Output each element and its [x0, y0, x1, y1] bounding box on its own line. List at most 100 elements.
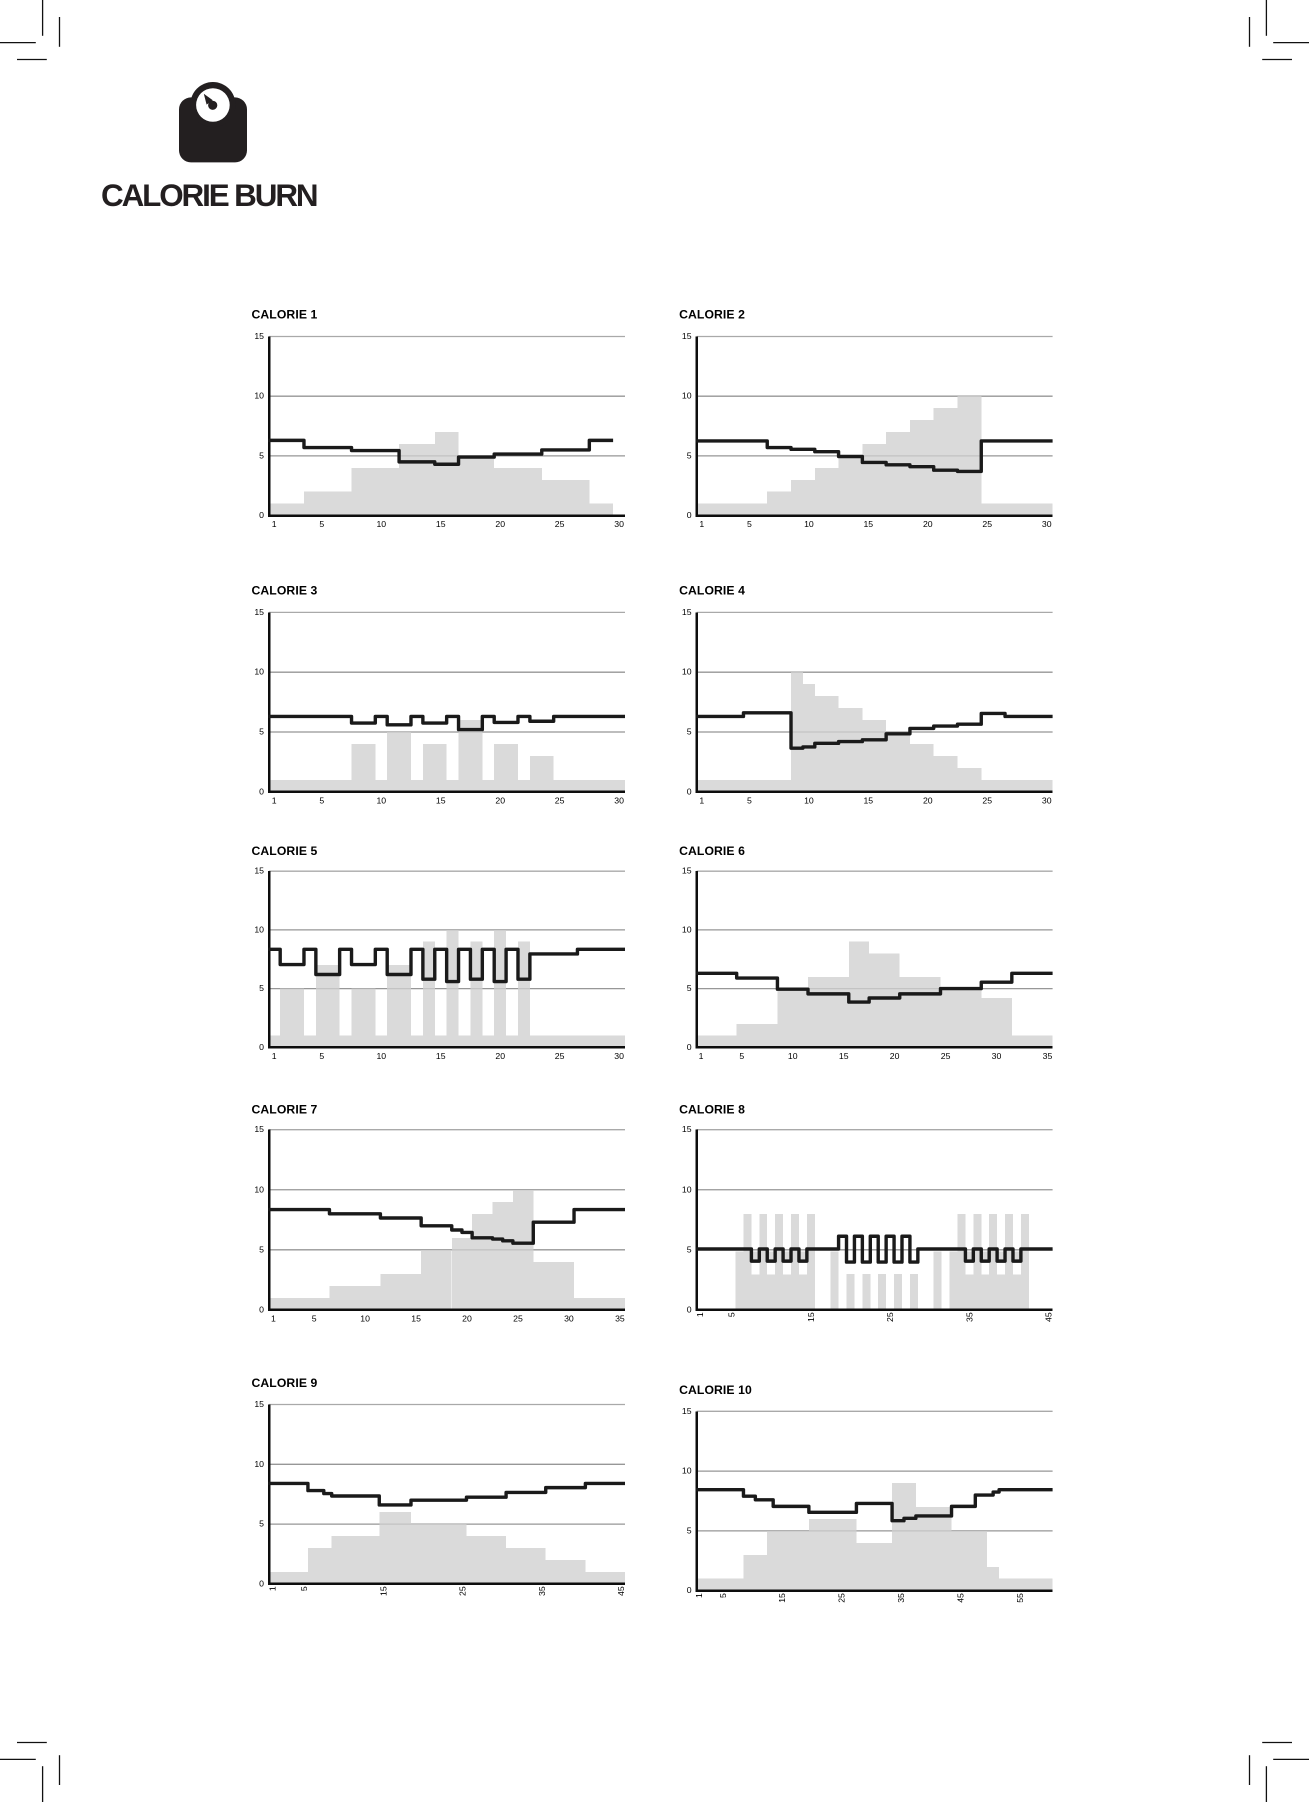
- svg-text:15: 15: [682, 1406, 692, 1416]
- svg-text:15: 15: [254, 1124, 264, 1134]
- svg-text:15: 15: [806, 1312, 816, 1322]
- svg-text:10: 10: [254, 1459, 264, 1469]
- svg-text:5: 5: [259, 727, 264, 737]
- svg-text:35: 35: [537, 1586, 547, 1596]
- svg-text:15: 15: [863, 519, 873, 529]
- svg-text:CALORIE 3: CALORIE 3: [252, 584, 318, 598]
- svg-text:5: 5: [718, 1593, 728, 1598]
- svg-text:15: 15: [863, 795, 873, 805]
- svg-text:15: 15: [378, 1586, 388, 1596]
- svg-text:45: 45: [956, 1593, 966, 1603]
- svg-text:15: 15: [682, 866, 692, 876]
- svg-text:10: 10: [682, 391, 692, 401]
- svg-text:0: 0: [687, 510, 692, 520]
- svg-text:25: 25: [837, 1593, 847, 1603]
- svg-text:20: 20: [495, 795, 505, 805]
- svg-text:10: 10: [804, 519, 814, 529]
- svg-text:15: 15: [436, 519, 446, 529]
- svg-text:20: 20: [462, 1313, 472, 1323]
- svg-text:CALORIE 8: CALORIE 8: [679, 1102, 745, 1116]
- svg-text:10: 10: [682, 1466, 692, 1476]
- svg-text:CALORIE 5: CALORIE 5: [252, 844, 318, 858]
- svg-text:15: 15: [436, 795, 446, 805]
- svg-text:25: 25: [555, 1051, 565, 1061]
- svg-text:10: 10: [360, 1313, 370, 1323]
- svg-text:0: 0: [259, 1578, 264, 1588]
- svg-text:10: 10: [376, 1051, 386, 1061]
- svg-text:15: 15: [436, 1051, 446, 1061]
- svg-text:CALORIE 2: CALORIE 2: [679, 308, 745, 322]
- svg-text:CALORIE 10: CALORIE 10: [679, 1383, 752, 1397]
- svg-text:1: 1: [272, 795, 277, 805]
- svg-text:20: 20: [923, 519, 933, 529]
- svg-text:CALORIE 1: CALORIE 1: [252, 308, 318, 322]
- svg-text:10: 10: [804, 795, 814, 805]
- svg-text:1: 1: [267, 1586, 277, 1591]
- svg-text:1: 1: [271, 1313, 276, 1323]
- svg-text:1: 1: [699, 1051, 704, 1061]
- svg-text:5: 5: [312, 1313, 317, 1323]
- svg-text:5: 5: [727, 1312, 737, 1317]
- svg-text:30: 30: [614, 795, 624, 805]
- svg-text:10: 10: [376, 795, 386, 805]
- svg-text:20: 20: [890, 1051, 900, 1061]
- svg-text:35: 35: [1043, 1051, 1053, 1061]
- svg-text:10: 10: [254, 391, 264, 401]
- svg-text:15: 15: [682, 1124, 692, 1134]
- svg-text:5: 5: [299, 1586, 309, 1591]
- svg-text:45: 45: [1044, 1312, 1054, 1322]
- svg-text:35: 35: [896, 1593, 906, 1603]
- svg-text:5: 5: [687, 983, 692, 993]
- svg-text:1: 1: [699, 519, 704, 529]
- svg-text:5: 5: [687, 1525, 692, 1535]
- svg-text:5: 5: [319, 795, 324, 805]
- svg-text:30: 30: [614, 1051, 624, 1061]
- svg-text:15: 15: [254, 331, 264, 341]
- svg-text:5: 5: [747, 795, 752, 805]
- svg-text:0: 0: [687, 1304, 692, 1314]
- svg-text:5: 5: [319, 519, 324, 529]
- svg-text:5: 5: [747, 519, 752, 529]
- svg-text:CALORIE BURN: CALORIE BURN: [101, 178, 317, 213]
- svg-text:10: 10: [376, 519, 386, 529]
- svg-text:0: 0: [687, 1042, 692, 1052]
- svg-text:25: 25: [941, 1051, 951, 1061]
- svg-text:30: 30: [564, 1313, 574, 1323]
- svg-text:CALORIE 6: CALORIE 6: [679, 844, 745, 858]
- svg-text:CALORIE 9: CALORIE 9: [252, 1376, 318, 1390]
- svg-text:30: 30: [614, 519, 624, 529]
- svg-text:5: 5: [259, 1519, 264, 1529]
- svg-text:5: 5: [687, 1244, 692, 1254]
- svg-text:45: 45: [616, 1586, 626, 1596]
- svg-text:5: 5: [319, 1051, 324, 1061]
- svg-text:30: 30: [1042, 795, 1052, 805]
- svg-text:25: 25: [458, 1586, 468, 1596]
- svg-text:20: 20: [495, 519, 505, 529]
- svg-text:5: 5: [259, 983, 264, 993]
- svg-text:10: 10: [788, 1051, 798, 1061]
- svg-text:15: 15: [254, 866, 264, 876]
- svg-text:1: 1: [272, 1051, 277, 1061]
- svg-text:30: 30: [1042, 519, 1052, 529]
- svg-text:20: 20: [923, 795, 933, 805]
- svg-text:1: 1: [272, 519, 277, 529]
- svg-text:25: 25: [513, 1313, 523, 1323]
- svg-text:0: 0: [259, 510, 264, 520]
- svg-text:15: 15: [411, 1313, 421, 1323]
- svg-text:25: 25: [885, 1312, 895, 1322]
- svg-text:15: 15: [254, 607, 264, 617]
- svg-text:0: 0: [687, 1585, 692, 1595]
- svg-text:25: 25: [982, 795, 992, 805]
- svg-text:10: 10: [682, 1184, 692, 1194]
- svg-text:0: 0: [259, 786, 264, 796]
- svg-text:15: 15: [839, 1051, 849, 1061]
- svg-text:10: 10: [682, 667, 692, 677]
- svg-text:5: 5: [259, 450, 264, 460]
- svg-text:0: 0: [259, 1304, 264, 1314]
- svg-text:35: 35: [965, 1312, 975, 1322]
- svg-text:15: 15: [682, 331, 692, 341]
- svg-text:5: 5: [739, 1051, 744, 1061]
- svg-text:1: 1: [694, 1593, 704, 1598]
- svg-text:20: 20: [495, 1051, 505, 1061]
- svg-text:30: 30: [992, 1051, 1002, 1061]
